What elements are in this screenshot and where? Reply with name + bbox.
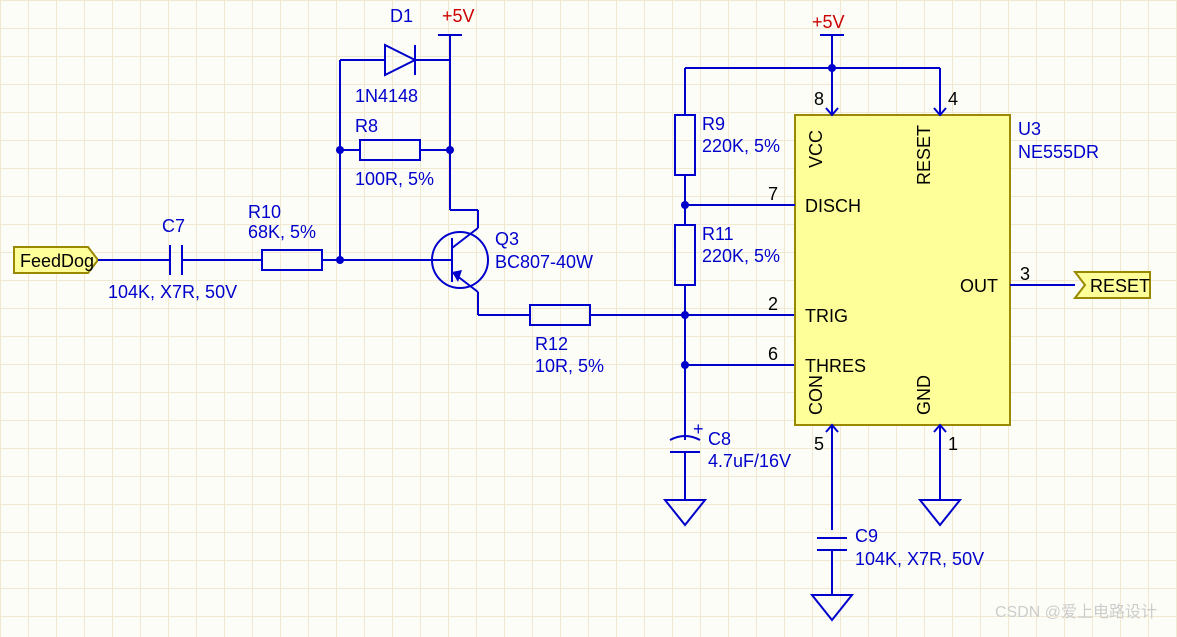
schematic-canvas: FeedDog C7 104K, X7R, 50V R10 68K, 5% D1… (0, 0, 1177, 637)
c9-val: 104K, X7R, 50V (855, 549, 984, 569)
watermark: CSDN @爱上电路设计 (995, 598, 1157, 622)
pin4-name: RESET (914, 125, 934, 185)
r9-ref: R9 (702, 114, 725, 134)
r12-val: 10R, 5% (535, 356, 604, 376)
d1-ref: D1 (390, 6, 413, 26)
r8-val: 100R, 5% (355, 169, 434, 189)
r11-val: 220K, 5% (702, 246, 780, 266)
pin5-num: 5 (814, 434, 824, 454)
pin5-name: CON (806, 375, 826, 415)
pwr1: +5V (442, 6, 475, 26)
pin6-name: THRES (805, 356, 866, 376)
pin1-name: GND (914, 375, 934, 415)
pin7-num: 7 (768, 184, 778, 204)
r10-val: 68K, 5% (248, 222, 316, 242)
r8-ref: R8 (355, 116, 378, 136)
c7-ref: C7 (162, 216, 185, 236)
pin3-num: 3 (1020, 264, 1030, 284)
c8-val: 4.7uF/16V (708, 451, 791, 471)
svg-text:+: + (693, 419, 704, 439)
pin7-name: DISCH (805, 196, 861, 216)
pin4-num: 4 (948, 89, 958, 109)
c7-val: 104K, X7R, 50V (108, 282, 237, 302)
q3-val: BC807-40W (495, 252, 593, 272)
r9-val: 220K, 5% (702, 136, 780, 156)
r10-ref: R10 (248, 202, 281, 222)
pin8-name: VCC (806, 130, 826, 168)
pin6-num: 6 (768, 344, 778, 364)
d1-val: 1N4148 (355, 86, 418, 106)
pin2-name: TRIG (805, 306, 848, 326)
r11-ref: R11 (702, 224, 734, 244)
schematic-svg: FeedDog C7 104K, X7R, 50V R10 68K, 5% D1… (0, 0, 1177, 637)
pin2-num: 2 (768, 294, 778, 314)
pin8-num: 8 (814, 89, 824, 109)
pin1-num: 1 (948, 434, 958, 454)
port-feeddog-label: FeedDog (20, 251, 94, 271)
r12-ref: R12 (535, 334, 568, 354)
u3-ref: U3 (1018, 119, 1041, 139)
c8-ref: C8 (708, 429, 731, 449)
pwr2: +5V (812, 12, 845, 32)
q3-ref: Q3 (495, 229, 519, 249)
pin3-name: OUT (960, 276, 998, 296)
c9-ref: C9 (855, 526, 878, 546)
ic-u3-body (795, 115, 1010, 425)
port-reset-label: RESET (1090, 276, 1150, 296)
u3-val: NE555DR (1018, 142, 1099, 162)
